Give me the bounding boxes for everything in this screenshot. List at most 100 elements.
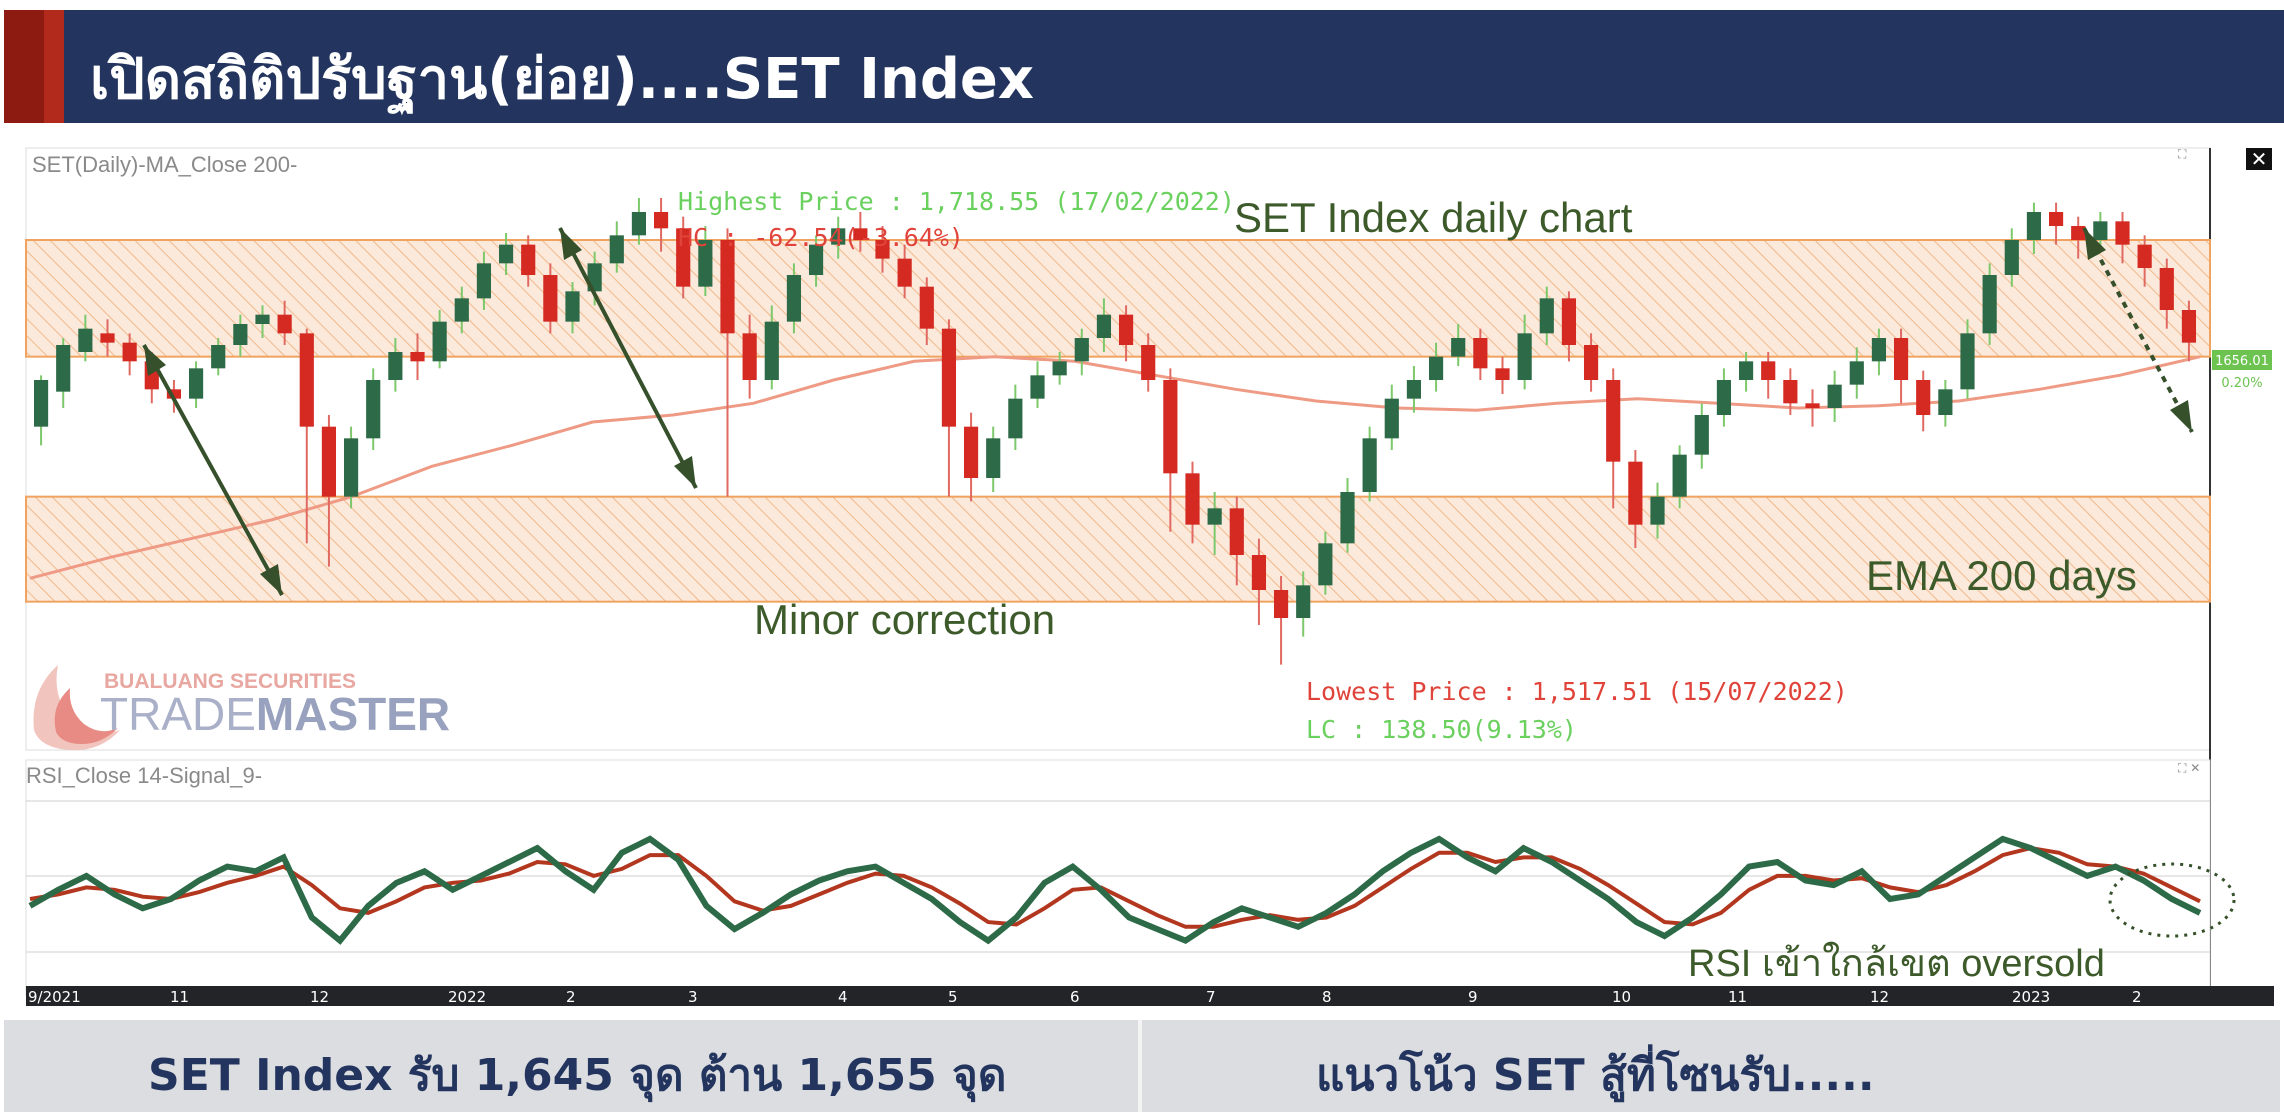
candle (1583, 333, 1599, 392)
brand-master: MASTER (256, 688, 450, 740)
candle (366, 368, 381, 450)
x-tick-label: 7 (1206, 988, 1216, 1006)
candle (432, 310, 447, 369)
x-tick-label: 2022 (448, 988, 486, 1006)
header-red-accent (4, 10, 44, 123)
x-tick-label: 10 (1612, 988, 1631, 1006)
rsi-line (28, 835, 2202, 945)
x-tick-label: 9/2021 (28, 988, 81, 1006)
candle (720, 228, 735, 497)
candle (1185, 461, 1200, 544)
candle (543, 263, 558, 334)
candle (1783, 368, 1798, 415)
expand-icon[interactable]: ⛶ (2177, 147, 2187, 161)
set-index-chart: SET(Daily)-MA_Close 200- ✕ ⛶ BUALUANG SE… (25, 147, 2274, 1006)
candle (1827, 370, 1842, 422)
candle (1650, 482, 1665, 539)
candle (1916, 370, 1931, 432)
candle (698, 226, 713, 296)
x-tick-label: 12 (1870, 988, 1889, 1006)
candle (233, 314, 248, 357)
oversold-highlight (2108, 862, 2236, 938)
candle (498, 233, 514, 275)
lower-zone (25, 495, 2211, 603)
page-title: เปิดสถิติปรับฐาน(ย่อย)....SET Index (90, 47, 1035, 112)
candle (2071, 216, 2086, 259)
price-panel-label: SET(Daily)-MA_Close 200- (32, 152, 297, 177)
candle (1384, 384, 1399, 450)
candle (188, 361, 204, 408)
candle (1606, 368, 1621, 509)
candle (1340, 478, 1355, 553)
candle (609, 221, 624, 273)
candle (321, 415, 337, 567)
brand-line1: BUALUANG SECURITIES (104, 670, 356, 693)
candle (100, 319, 115, 357)
x-tick-label: 12 (310, 988, 329, 1006)
candle (1960, 319, 1975, 399)
lc-label: LC : 138.50(9.13%) (1306, 715, 1577, 744)
candle (1428, 342, 1444, 392)
support-resistance-zones (25, 239, 2211, 603)
candles (33, 198, 2197, 665)
candle (919, 277, 934, 345)
hc-label: HC : -62.54(-3.64%) (678, 223, 964, 252)
footer-right-text: แนวโน้ว SET สู้ที่โซนรับ..... (1316, 1050, 1875, 1101)
candle (1207, 492, 1222, 555)
candle (1273, 576, 1289, 665)
x-tick-label: 8 (1322, 988, 1332, 1006)
lowest-price-label: Lowest Price : 1,517.51 (15/07/2022) (1306, 677, 1848, 706)
candle (1163, 368, 1178, 532)
candle (1938, 380, 1953, 427)
x-tick-label: 11 (170, 988, 189, 1006)
candle (521, 235, 536, 287)
candle (1406, 366, 1422, 413)
x-axis-bar (26, 986, 2274, 1006)
candle (343, 426, 359, 509)
close-button[interactable] (2246, 148, 2272, 170)
candle (897, 244, 912, 299)
close-icon: ✕ (2251, 147, 2268, 171)
ema-label: EMA 200 days (1866, 552, 2137, 599)
candle (1473, 328, 1488, 380)
candle (1561, 291, 1577, 362)
candle (764, 305, 779, 390)
candle (1251, 538, 1267, 625)
candle (1229, 496, 1244, 586)
upper-zone (25, 239, 2211, 358)
x-axis-ticks: 9/2021 11 12 2022 2 3 4 5 6 7 8 9 10 11 12 2023 2 (28, 988, 2142, 1006)
candle (299, 328, 314, 544)
candle (2159, 258, 2174, 329)
candle (1052, 352, 1067, 385)
candle (1982, 263, 1997, 345)
header-bar (64, 10, 2284, 123)
candle (2026, 202, 2042, 254)
candle (1761, 352, 1776, 399)
candle (1517, 314, 1532, 390)
candle (454, 286, 469, 334)
candle (1893, 328, 1909, 404)
x-tick-label: 2023 (2012, 988, 2050, 1006)
candle (808, 235, 824, 287)
x-tick-label: 3 (688, 988, 698, 1006)
candle (631, 198, 647, 245)
header-red-accent-light (44, 10, 64, 123)
candle (1694, 403, 1709, 469)
candle (122, 333, 137, 376)
candle (986, 426, 1001, 492)
candle (56, 338, 71, 408)
x-tick-label: 5 (948, 988, 958, 1006)
candle (2137, 235, 2152, 287)
candle (2181, 300, 2197, 362)
candle (941, 319, 957, 497)
candle (2004, 228, 2019, 287)
brand-trade: TRADE (100, 688, 256, 740)
candle (1008, 384, 1023, 450)
candle (78, 314, 93, 362)
candle (1296, 571, 1311, 637)
x-tick-label: 4 (838, 988, 848, 1006)
last-price-value: 1656.01 (2215, 354, 2269, 369)
rsi-expand-icon[interactable]: ⛶ ✕ (2177, 761, 2200, 775)
candle (742, 314, 757, 399)
brand-watermark: BUALUANG SECURITIES TRADEMASTER (33, 665, 450, 751)
